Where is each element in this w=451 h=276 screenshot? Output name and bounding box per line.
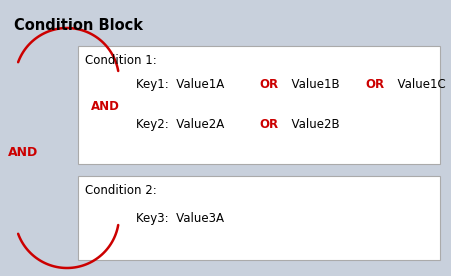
Text: AND: AND [91,100,120,113]
Text: Value1B: Value1B [284,78,347,91]
FancyBboxPatch shape [78,46,440,164]
FancyBboxPatch shape [78,176,440,260]
Text: OR: OR [259,118,279,131]
Text: Condition 2:: Condition 2: [85,184,157,197]
Text: OR: OR [259,78,279,91]
Text: Key3:  Value3A: Key3: Value3A [136,212,224,225]
Text: Value2B: Value2B [284,118,340,131]
Text: Condition 1:: Condition 1: [85,54,157,67]
Text: Condition Block: Condition Block [14,18,143,33]
Text: AND: AND [8,145,38,158]
Text: Key1:  Value1A: Key1: Value1A [136,78,232,91]
Text: OR: OR [366,78,385,91]
Text: Key2:  Value2A: Key2: Value2A [136,118,232,131]
Text: Value1C: Value1C [391,78,446,91]
